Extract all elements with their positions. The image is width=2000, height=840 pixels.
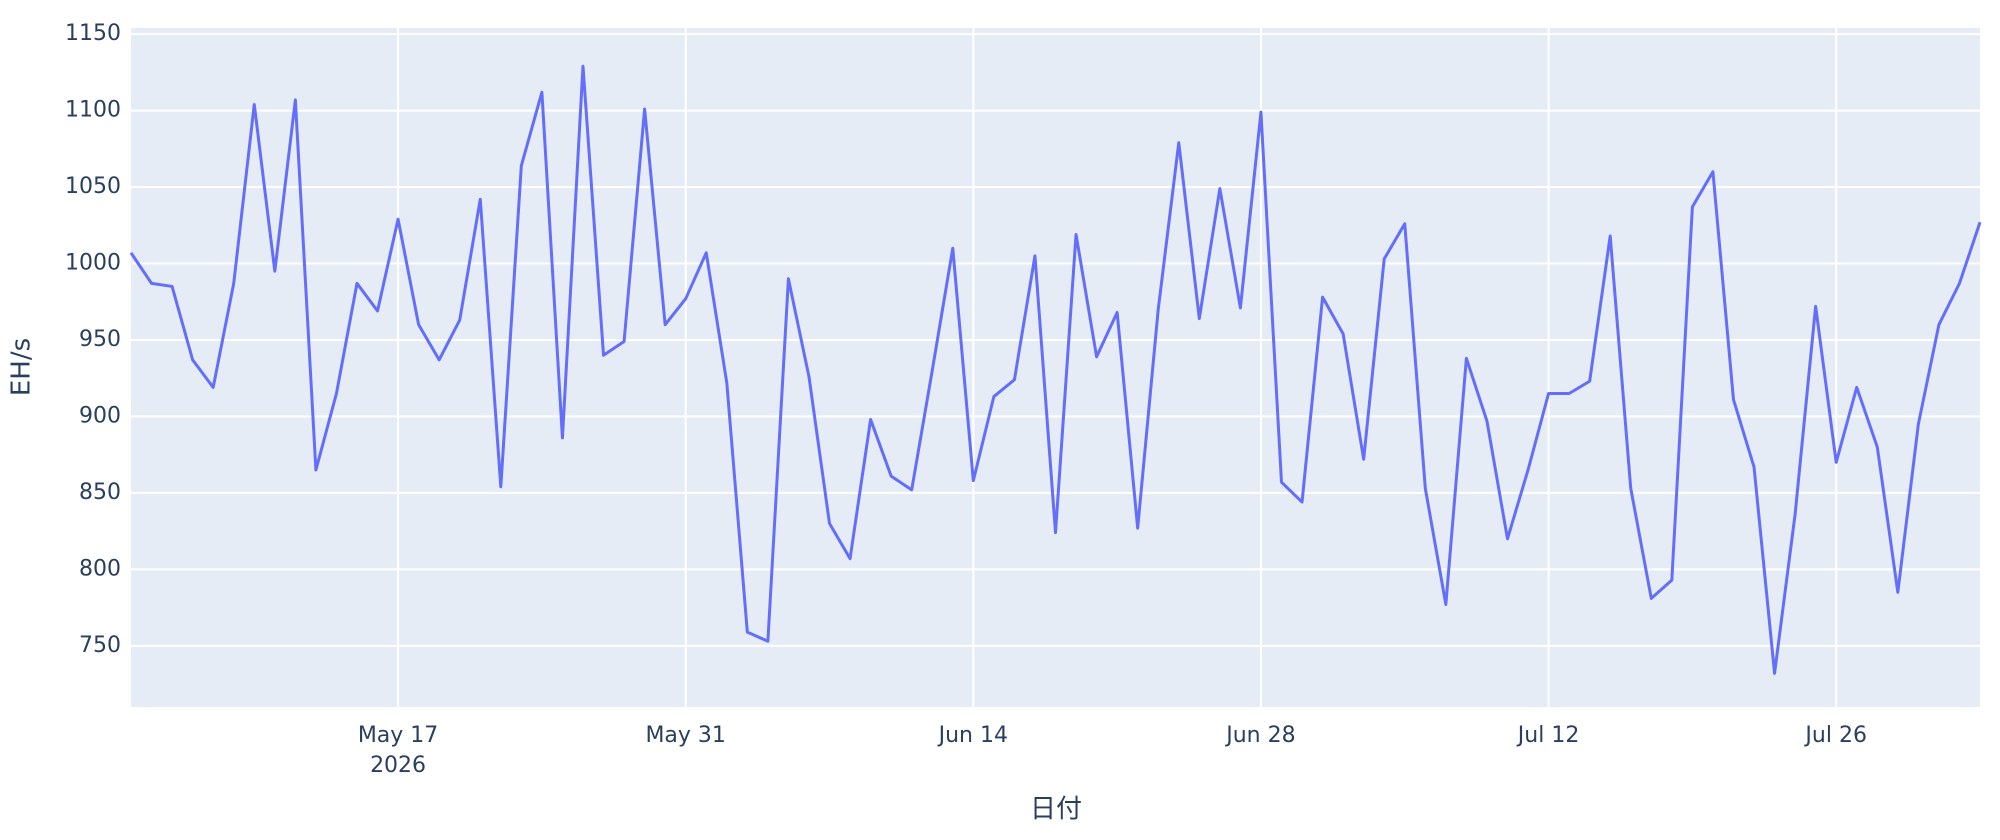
y-tick-label: 1100 (65, 98, 121, 123)
y-tick-label: 1050 (65, 174, 121, 199)
plot-area (131, 28, 1980, 707)
x-axis-title: 日付 (1030, 795, 1082, 825)
y-axis-title: EH/s (7, 338, 37, 396)
y-tick-label: 1000 (65, 251, 121, 276)
x-tick-label: Jun 14 (937, 723, 1008, 748)
y-tick-label: 850 (79, 480, 121, 505)
x-tick-label: May 31 (645, 723, 725, 748)
y-tick-label: 950 (79, 327, 121, 352)
x-tick-label: Jul 26 (1803, 723, 1867, 748)
y-tick-label: 800 (79, 556, 121, 581)
y-tick-label: 1150 (65, 21, 121, 46)
y-tick-label: 750 (79, 633, 121, 658)
x-tick-label: May 17 2026 (358, 723, 438, 778)
x-tick-label: Jun 28 (1224, 723, 1295, 748)
line (129, 64, 1982, 675)
y-tick-label: 900 (79, 403, 121, 428)
x-tick-label: Jul 12 (1516, 723, 1580, 748)
